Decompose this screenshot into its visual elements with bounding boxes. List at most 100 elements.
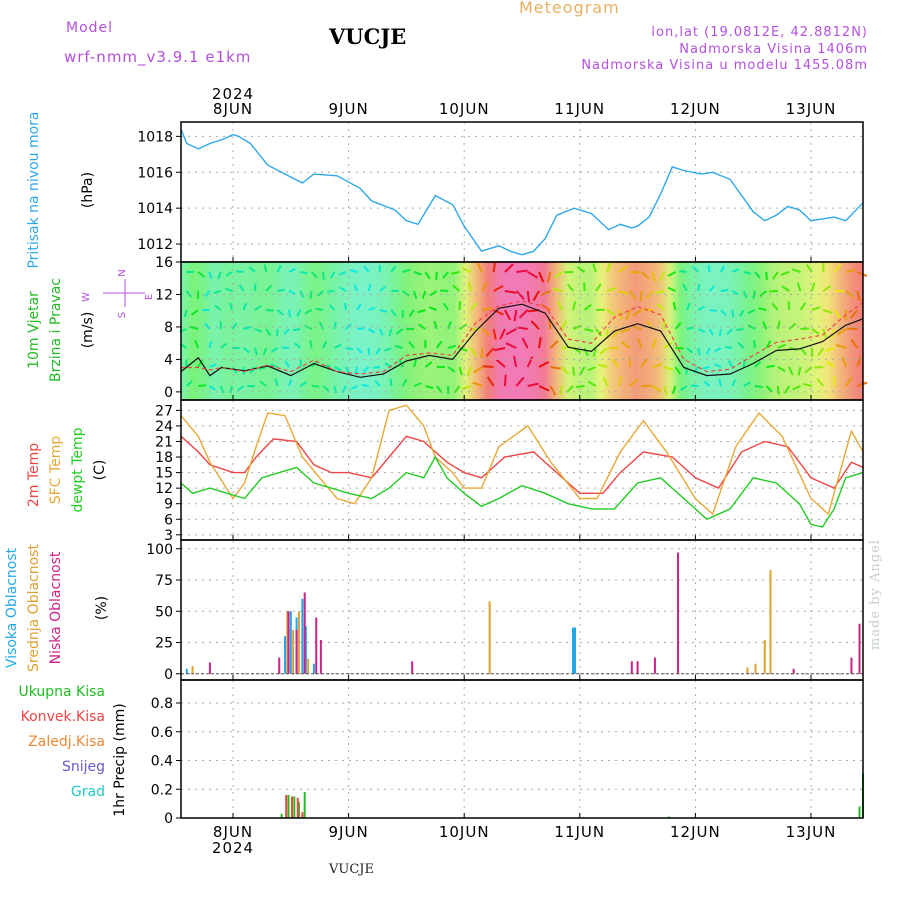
pressure-label-hpa: (hPa) [80, 172, 96, 208]
wind-direction-arrow [765, 385, 773, 393]
wind-direction-arrow [225, 271, 233, 277]
wind-direction-arrow [583, 303, 592, 311]
wind-direction-arrow [418, 323, 426, 330]
wind-direction-arrow [697, 305, 705, 311]
wind-direction-arrow [595, 328, 603, 337]
wind-direction-arrow [714, 347, 722, 353]
clouds-tick-label: 75 [155, 573, 173, 589]
temperature-tick-label: 27 [155, 403, 173, 419]
series-bar-srednja-oblacnost [297, 611, 300, 674]
wind-direction-arrow [242, 302, 248, 311]
series-bar-visoka-oblacnost [301, 598, 304, 674]
wind-direction-arrow [549, 385, 557, 396]
wind-direction-arrow [482, 306, 493, 311]
wind-direction-arrow [587, 366, 597, 372]
wind-direction-arrow [799, 347, 807, 356]
wind-direction-arrow [504, 290, 517, 294]
wind-direction-arrow [629, 378, 639, 387]
series-bar-ukupna-kisa [303, 792, 306, 818]
wind-direction-arrow [480, 347, 484, 359]
wind-direction-arrow [362, 366, 370, 373]
wind-direction-arrow [322, 340, 328, 349]
wind-direction-arrow [394, 345, 403, 349]
wind-direction-arrow [754, 385, 763, 389]
series-bar-srednja-oblacnost [307, 658, 310, 674]
wind-direction-arrow [470, 347, 477, 357]
precip-legend-grad: Grad [71, 784, 105, 800]
compass-label-w: W [81, 292, 92, 302]
footer-station-label: VUCJE [329, 862, 374, 877]
wind-direction-arrow [784, 385, 790, 395]
wind-direction-arrow [817, 347, 825, 357]
wind-direction-arrow [435, 271, 438, 281]
wind-direction-arrow [788, 322, 797, 330]
model-name: wrf-nmm_v3.9.1 e1km [64, 48, 252, 66]
temperature-label-sfc-temp: SFC Temp [48, 436, 64, 505]
wind-direction-arrow [697, 347, 701, 356]
wind-direction-arrow [652, 385, 662, 393]
wind-direction-arrow [424, 361, 433, 368]
wind-direction-arrow [632, 309, 642, 317]
wind-direction-arrow [527, 382, 539, 387]
wind-direction-arrow [275, 328, 279, 337]
wind-direction-arrow [584, 328, 594, 333]
series-bar-niska-oblacnost [287, 611, 290, 674]
precip-legend-snijeg: Snijeg [62, 759, 105, 775]
wind-direction-arrow [276, 309, 284, 316]
compass-label-s: S [117, 312, 128, 318]
top-time-label: 9JUN [329, 100, 369, 118]
wind-direction-arrow [747, 324, 756, 330]
wind-direction-arrow [776, 385, 780, 395]
lonlat-label: lon,lat (19.0812E, 42.8812N) [651, 25, 868, 40]
wind-direction-arrow [208, 385, 216, 391]
wind-direction-arrow [296, 309, 302, 318]
wind-direction-arrow [470, 328, 481, 331]
series-bar-srednja-oblacnost [191, 666, 194, 674]
wind-direction-arrow [322, 271, 325, 280]
wind-direction-arrow [492, 261, 497, 273]
wind-direction-arrow [651, 271, 656, 282]
wind-direction-arrow [413, 358, 418, 368]
clouds-tick-label: 50 [155, 604, 173, 620]
wind-direction-arrow [236, 270, 244, 273]
wind-direction-arrow [526, 356, 534, 368]
wind-direction-arrow [714, 363, 722, 368]
wind-direction-arrow [521, 337, 529, 349]
wind-direction-arrow [777, 343, 786, 349]
wind-direction-arrow [204, 290, 211, 298]
wind-direction-arrow [667, 286, 676, 292]
wind-direction-arrow [766, 364, 775, 368]
wind-direction-arrow [311, 385, 320, 388]
wind-direction-arrow [461, 267, 472, 273]
wind-direction-arrow [516, 269, 528, 273]
bottom-time-label: 10JUN [439, 823, 490, 841]
wind-direction-arrow [659, 271, 665, 282]
wind-direction-arrow [705, 347, 711, 355]
wind-direction-arrow [481, 281, 488, 292]
series-bar-niska-oblacnost [319, 640, 322, 674]
series-bar-srednja-oblacnost [754, 663, 757, 674]
wind-direction-arrow [640, 271, 650, 280]
wind-direction-arrow [796, 282, 802, 292]
clouds-label-srednja-oblacnost: Srednja Oblacnost [26, 544, 42, 672]
wind-direction-arrow [379, 309, 388, 313]
wind-direction-arrow [363, 265, 370, 273]
wind-direction-arrow [503, 374, 507, 387]
precip-legend-konvek-kisa: Konvek.Kisa [21, 709, 105, 725]
wind-direction-arrow [292, 328, 301, 332]
wind-direction-arrow [727, 360, 734, 368]
wind-direction-arrow [318, 321, 324, 330]
wind-direction-arrow [274, 378, 279, 387]
wind-direction-arrow [288, 309, 292, 318]
wind-direction-arrow [433, 320, 438, 330]
wind-direction-arrow [826, 360, 836, 368]
wind-direction-arrow [527, 271, 538, 279]
pressure-tick-label: 1014 [137, 201, 173, 217]
wind-direction-arrow [856, 381, 868, 387]
wind-direction-arrow [447, 321, 452, 330]
wind-direction-arrow [220, 342, 228, 349]
wind-direction-arrow [217, 271, 222, 280]
wind-direction-arrow [566, 283, 574, 292]
wind-direction-arrow [504, 309, 512, 321]
series-bar-konvek-kisa [290, 796, 293, 818]
